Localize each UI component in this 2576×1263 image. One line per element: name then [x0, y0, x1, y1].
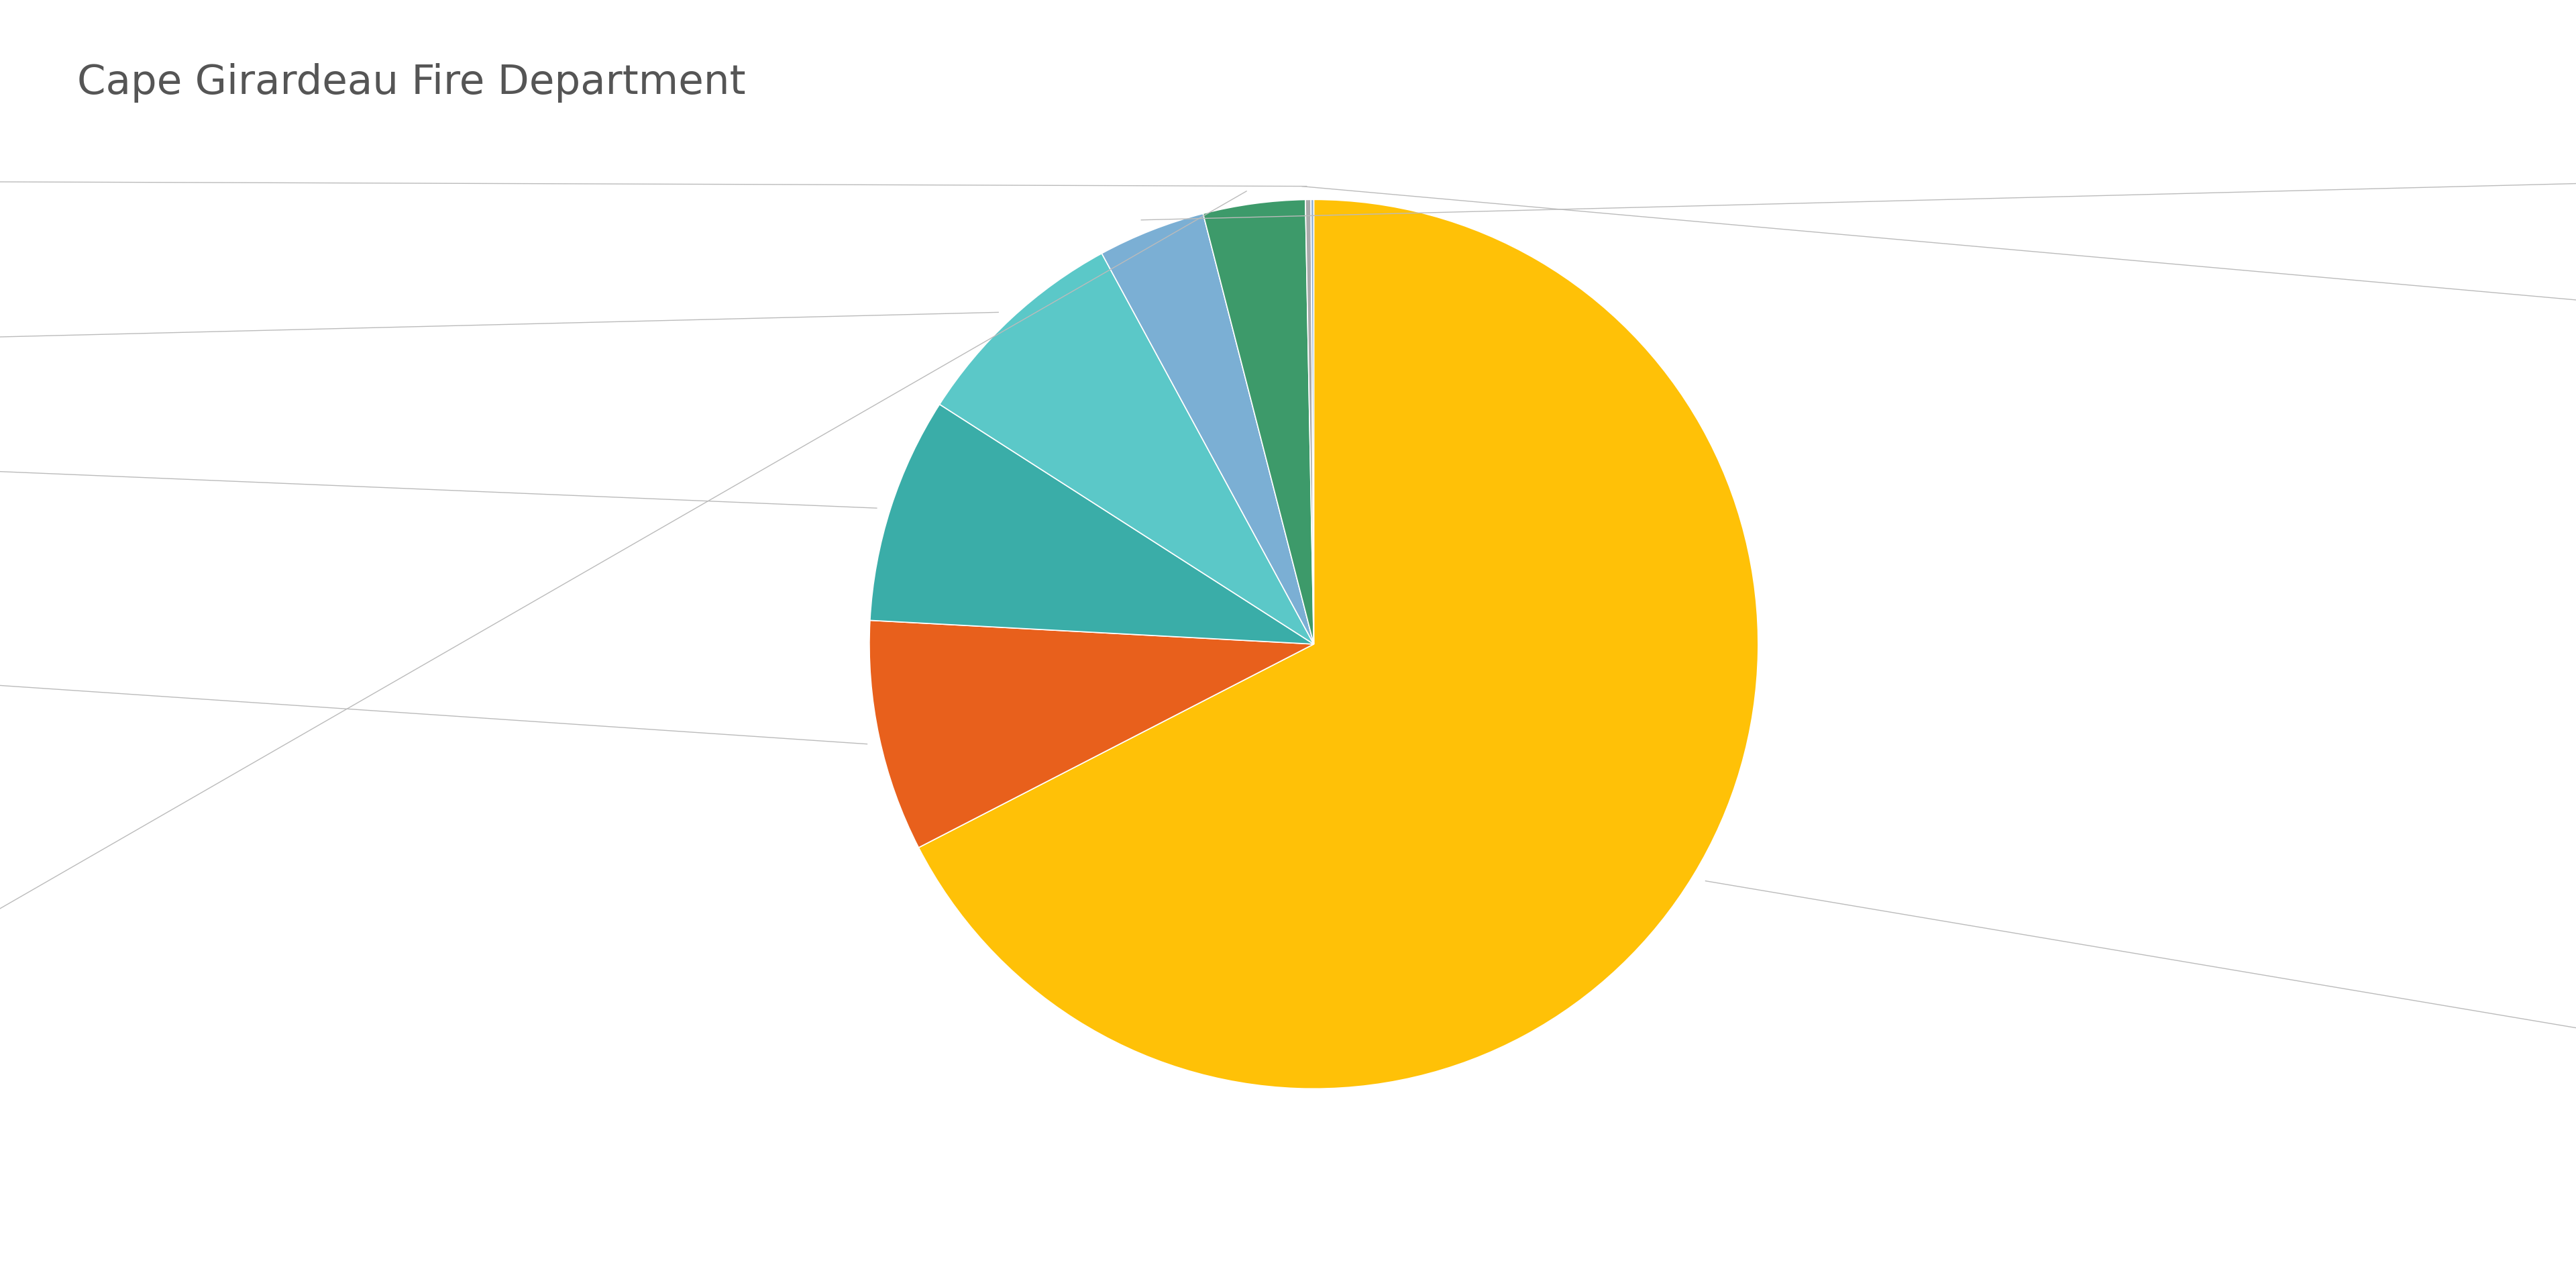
Wedge shape	[1311, 200, 1314, 644]
Wedge shape	[1203, 200, 1314, 644]
Wedge shape	[1306, 200, 1314, 644]
Wedge shape	[1103, 213, 1314, 644]
Wedge shape	[920, 200, 1759, 1089]
Text: Cape Girardeau Fire Department: Cape Girardeau Fire Department	[77, 63, 747, 102]
Wedge shape	[868, 620, 1314, 847]
Wedge shape	[940, 254, 1314, 644]
Wedge shape	[871, 404, 1314, 644]
